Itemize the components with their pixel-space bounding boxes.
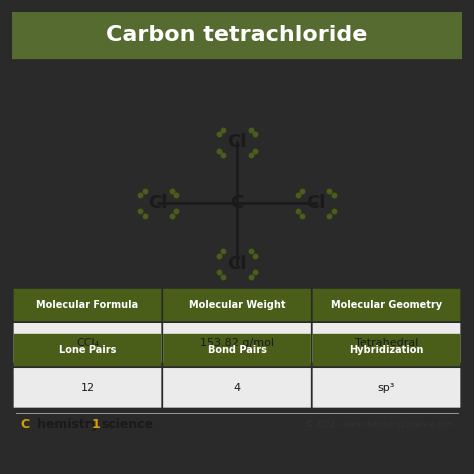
Text: Molecular Formula: Molecular Formula <box>36 300 138 310</box>
Text: Cl: Cl <box>228 134 246 151</box>
Text: C: C <box>230 194 244 212</box>
Text: Cl: Cl <box>148 194 168 212</box>
Text: Carbon tetrachloride: Carbon tetrachloride <box>106 26 368 46</box>
FancyBboxPatch shape <box>163 323 311 363</box>
Text: Bond Pairs: Bond Pairs <box>208 345 266 355</box>
Text: hemistry: hemistry <box>36 418 99 431</box>
Text: Cl: Cl <box>306 194 326 212</box>
Text: C: C <box>21 418 30 431</box>
FancyBboxPatch shape <box>14 334 161 366</box>
Text: 4: 4 <box>233 383 241 393</box>
Text: sp³: sp³ <box>378 383 395 393</box>
FancyBboxPatch shape <box>313 323 460 363</box>
Text: science: science <box>101 418 153 431</box>
FancyBboxPatch shape <box>163 289 311 321</box>
Text: Molecular Weight: Molecular Weight <box>189 300 285 310</box>
Text: 12: 12 <box>81 383 94 393</box>
Text: Hybridization: Hybridization <box>349 345 424 355</box>
FancyBboxPatch shape <box>313 289 460 321</box>
Text: CCl₄: CCl₄ <box>76 338 99 348</box>
Text: Molecular Geometry: Molecular Geometry <box>331 300 442 310</box>
FancyBboxPatch shape <box>14 323 161 363</box>
Text: Tetrahedral: Tetrahedral <box>355 338 418 348</box>
Text: Cl: Cl <box>228 255 246 273</box>
FancyBboxPatch shape <box>163 368 311 408</box>
FancyBboxPatch shape <box>313 334 460 366</box>
FancyBboxPatch shape <box>14 368 161 408</box>
FancyBboxPatch shape <box>12 12 462 59</box>
Text: Lone Pairs: Lone Pairs <box>59 345 116 355</box>
Text: © 2022 - www.chemistry1science.com: © 2022 - www.chemistry1science.com <box>306 420 453 429</box>
Text: 153.82 g/mol: 153.82 g/mol <box>200 338 274 348</box>
FancyBboxPatch shape <box>313 368 460 408</box>
FancyBboxPatch shape <box>163 334 311 366</box>
Text: 1: 1 <box>92 418 101 431</box>
FancyBboxPatch shape <box>14 289 161 321</box>
